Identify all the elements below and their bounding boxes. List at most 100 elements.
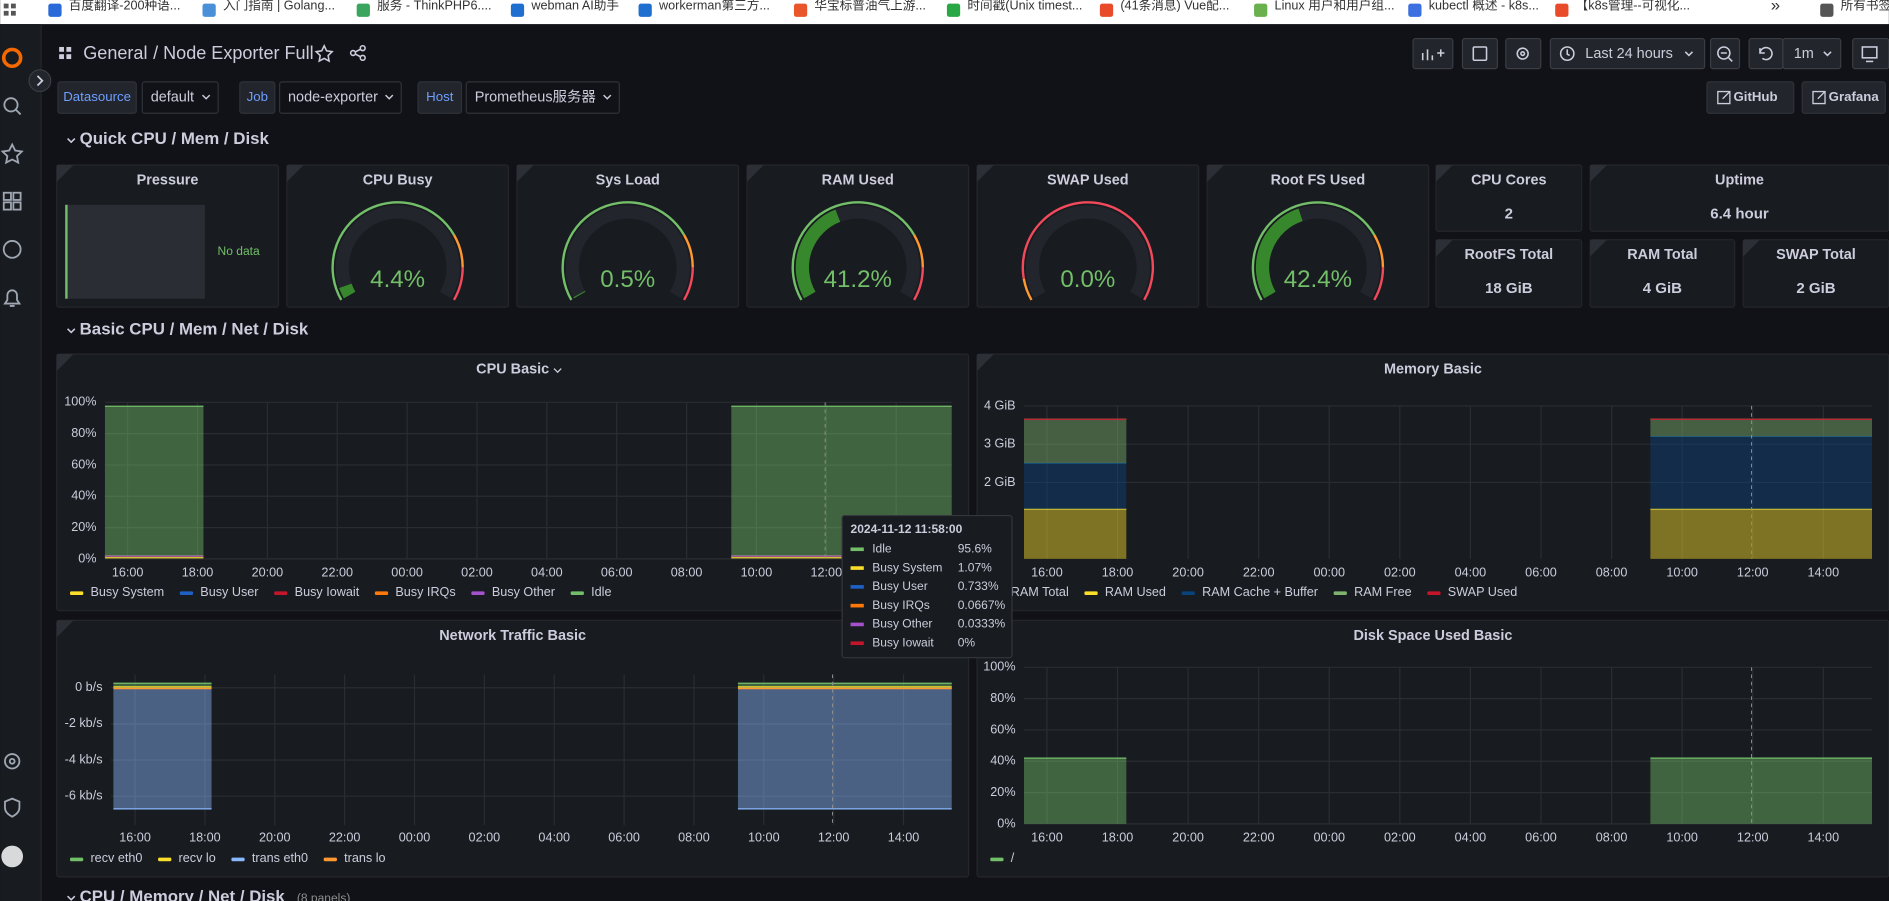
x-tick-label: 04:00 <box>531 566 563 580</box>
x-tick-label: 14:00 <box>888 831 920 845</box>
legend-swatch <box>1181 591 1195 596</box>
legend-label[interactable]: Busy System <box>90 585 164 599</box>
panel-title[interactable]: Disk Space Used Basic <box>1353 628 1512 644</box>
legend-label[interactable]: Busy Other <box>492 585 555 599</box>
bookmark[interactable]: Linux 用户和用户组... <box>1275 0 1395 12</box>
bookmark[interactable]: 入门指南 | Golang... <box>223 0 335 12</box>
bookmark-icon <box>1555 3 1569 17</box>
breadcrumb-title[interactable]: / Node Exporter Full <box>153 43 313 63</box>
legend-label[interactable]: trans eth0 <box>252 851 308 865</box>
toolbar-buttons[interactable] <box>1412 37 1889 70</box>
breadcrumb-folder[interactable]: General <box>83 43 147 63</box>
bookmark[interactable]: 时间戳(Unix timest... <box>967 0 1082 12</box>
star-button[interactable] <box>314 43 334 63</box>
bookmark[interactable]: webman AI助手 <box>530 0 619 12</box>
panel-title: SWAP Used <box>1047 172 1129 188</box>
explore-icon[interactable] <box>2 240 22 259</box>
variable-value[interactable]: Prometheus服务器 <box>475 88 597 105</box>
row-chevron[interactable] <box>67 328 76 334</box>
time-range[interactable]: Last 24 hours <box>1585 46 1672 62</box>
variable-value[interactable]: default <box>151 89 194 105</box>
y-tick-label: -2 kb/s <box>65 716 103 730</box>
row-title[interactable]: Basic CPU / Mem / Net / Disk <box>80 319 309 338</box>
bookmark[interactable]: kubectl 概述 - k8s... <box>1429 0 1539 12</box>
x-tick-label: 12:00 <box>811 566 843 580</box>
gauge-track <box>565 205 690 299</box>
dash-icon[interactable] <box>2 191 12 201</box>
bookmark[interactable]: (41条消息) Vue配... <box>1120 0 1229 12</box>
row-chevron[interactable] <box>67 137 76 144</box>
tooltip-swatch <box>850 622 864 627</box>
bookmark[interactable]: 【k8s管理--可视化... <box>1576 0 1690 12</box>
gauge-value-arc <box>795 209 841 299</box>
legend-label[interactable]: Busy User <box>200 585 258 599</box>
link-label[interactable]: Grafana <box>1829 89 1880 104</box>
alert-icon[interactable] <box>3 289 22 307</box>
legend-label[interactable]: / <box>1011 851 1015 865</box>
sidebar-icons[interactable] <box>0 47 24 818</box>
x-tick-label: 16:00 <box>112 566 144 580</box>
legend-label[interactable]: RAM Used <box>1105 585 1166 599</box>
panel-title[interactable]: Memory Basic <box>1384 362 1482 378</box>
avatar[interactable] <box>1 845 24 868</box>
x-tick-label: 16:00 <box>119 831 151 845</box>
refresh-interval[interactable] <box>1782 37 1842 70</box>
tv-mode-button[interactable] <box>1852 37 1889 70</box>
bookmark[interactable]: 服务 - ThinkPHP6.... <box>377 0 491 12</box>
row-title[interactable]: Quick CPU / Mem / Disk <box>80 129 270 148</box>
search-icon[interactable] <box>3 97 19 113</box>
stat-value: 6.4 hour <box>1710 205 1769 222</box>
row-chevron[interactable] <box>67 895 76 901</box>
refresh-interval-label[interactable]: 1m <box>1794 46 1814 62</box>
dashboard-link[interactable] <box>1706 81 1795 114</box>
grafana-logo[interactable] <box>1 47 23 69</box>
bookmark[interactable]: 华宝标普油气上游... <box>814 0 926 12</box>
link-label[interactable]: GitHub <box>1733 89 1777 104</box>
bookmark[interactable]: 百度翻译-200种语... <box>69 0 181 12</box>
y-tick-label: 100% <box>983 660 1015 674</box>
gauge-value: 41.2% <box>824 266 892 293</box>
panel-title[interactable]: Network Traffic Basic <box>439 628 586 644</box>
legend-label[interactable]: Idle <box>591 585 611 599</box>
toolbar-icons <box>1421 46 1878 63</box>
save-button[interactable] <box>1461 37 1498 70</box>
share-button[interactable] <box>349 44 366 62</box>
legend-label[interactable]: Busy Iowait <box>295 585 360 599</box>
variable-select[interactable] <box>465 81 620 114</box>
time-picker[interactable] <box>1549 37 1706 70</box>
starred-icon[interactable] <box>0 142 24 165</box>
row-title[interactable]: CPU / Memory / Net / Disk <box>80 887 286 901</box>
panel-title[interactable]: CPU Basic <box>476 362 549 378</box>
dock-toggle[interactable] <box>28 69 52 93</box>
legend-label[interactable]: RAM Total <box>1011 585 1069 599</box>
stat-title: SWAP Total <box>1776 247 1856 263</box>
bar-gauge-edge <box>65 204 68 299</box>
legend-label[interactable]: recv eth0 <box>90 851 142 865</box>
refresh-button[interactable] <box>1748 37 1784 70</box>
variable-value[interactable]: node-exporter <box>288 89 378 105</box>
legend-label[interactable]: RAM Free <box>1354 585 1412 599</box>
bookmark-icon <box>1254 3 1268 17</box>
variable-chevron <box>201 94 211 100</box>
config-icon[interactable] <box>4 753 21 770</box>
bookmark[interactable]: 所有书签 <box>1841 0 1889 12</box>
legend-label[interactable]: recv lo <box>179 851 216 865</box>
tooltip-value: 0% <box>958 635 976 649</box>
bookmark[interactable]: workerman第三方... <box>658 0 770 12</box>
gauge-threshold <box>331 201 456 301</box>
variable-select[interactable] <box>141 81 219 114</box>
legend-label[interactable]: Busy IRQs <box>395 585 455 599</box>
panel-info-corner <box>746 165 764 182</box>
legend-label[interactable]: RAM Cache + Buffer <box>1202 585 1318 599</box>
add-panel-button[interactable] <box>1412 37 1454 70</box>
legend-swatch <box>374 591 389 596</box>
legend-label[interactable]: trans lo <box>344 851 385 865</box>
y-tick-label: 0% <box>78 551 96 565</box>
settings-button[interactable] <box>1505 37 1542 70</box>
admin-icon[interactable] <box>4 797 21 818</box>
legend-label[interactable]: SWAP Used <box>1448 585 1517 599</box>
dashboard-link[interactable] <box>1801 81 1886 114</box>
variable-select[interactable] <box>278 81 402 114</box>
x-tick-label: 14:00 <box>1808 831 1840 845</box>
legend-swatch <box>990 857 1004 862</box>
